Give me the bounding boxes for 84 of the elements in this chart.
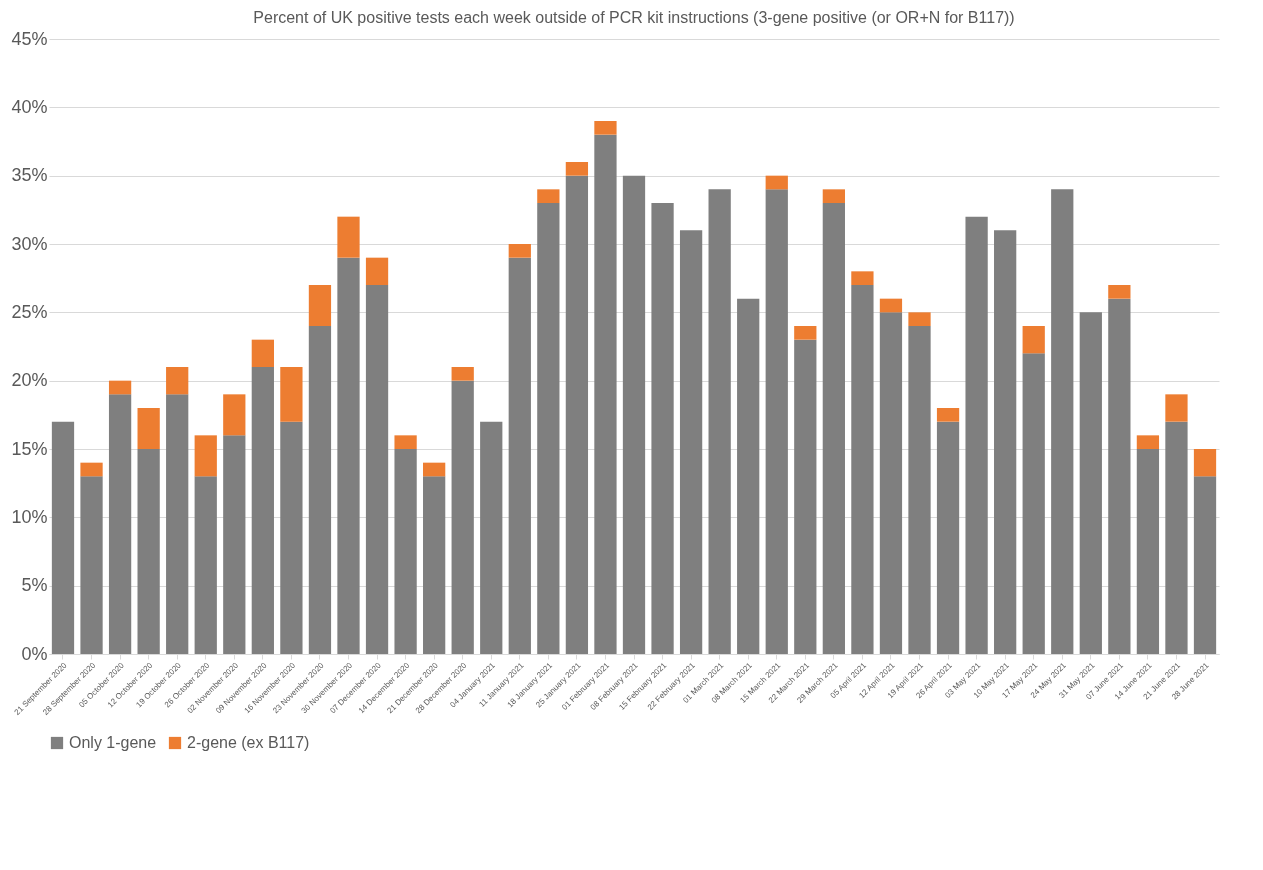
bar: [365, 285, 389, 654]
bar: [622, 175, 646, 654]
bar: [1193, 476, 1217, 654]
y-tick-label: 45%: [11, 28, 48, 49]
bar: [565, 175, 589, 654]
bar: [166, 394, 189, 654]
bar: [594, 134, 617, 654]
bar: [166, 367, 189, 395]
bar: [1022, 353, 1045, 654]
bar: [1051, 189, 1074, 654]
y-tick-label: 25%: [11, 301, 48, 322]
bar: [936, 408, 960, 422]
bar: [451, 367, 474, 381]
bar: [936, 421, 960, 654]
bar: [251, 339, 274, 367]
y-tick-label: 0%: [21, 643, 48, 664]
bar: [879, 312, 903, 654]
y-tick-label: 20%: [11, 370, 48, 391]
bar: [108, 380, 132, 395]
bar: [194, 476, 217, 654]
bar: [794, 339, 817, 654]
bar: [908, 312, 931, 326]
bar: [508, 244, 531, 258]
bar: [1079, 312, 1102, 654]
bar: [565, 162, 589, 176]
bar: [1165, 394, 1188, 422]
bar: [108, 394, 132, 654]
bar: [223, 394, 246, 436]
legend-label: Only 1-gene: [69, 734, 157, 751]
bar: [794, 326, 817, 340]
bar: [737, 298, 760, 654]
bar: [708, 189, 731, 654]
bar: [994, 230, 1017, 654]
bar: [822, 189, 845, 203]
bar: [1193, 449, 1217, 477]
bar: [1108, 285, 1131, 299]
bar: [365, 257, 389, 285]
bar: [594, 121, 617, 135]
bar: [51, 421, 75, 654]
bar: [80, 462, 103, 477]
chart-title: Percent of UK positive tests each week outside of PCR kit instructions (3-gene positive (or OR+N for B117)): [253, 9, 1015, 26]
bar: [851, 271, 874, 285]
bar: [280, 421, 303, 654]
bar: [1136, 449, 1160, 654]
bar: [194, 435, 217, 477]
bar: [822, 203, 845, 654]
bar: [337, 216, 360, 258]
y-tick-label: 15%: [11, 438, 48, 459]
bar: [765, 175, 788, 190]
bar: [308, 326, 332, 654]
y-tick-label: 35%: [11, 165, 48, 186]
bar: [1165, 421, 1188, 654]
bar: [137, 408, 160, 449]
bar: [480, 421, 503, 654]
bar: [908, 326, 931, 654]
bar: [537, 203, 560, 654]
bar: [765, 189, 788, 654]
bar: [879, 298, 903, 313]
bar: [1022, 326, 1045, 354]
y-tick-label: 40%: [11, 96, 48, 117]
bar: [965, 216, 988, 654]
bar: [423, 476, 446, 654]
bar: [508, 257, 531, 654]
bar: [537, 189, 560, 203]
bar: [251, 367, 274, 654]
bar: [1136, 435, 1160, 449]
bar: [223, 435, 246, 654]
bar: [851, 285, 874, 654]
y-tick-label: 10%: [11, 506, 48, 527]
y-tick-label: 30%: [11, 233, 48, 254]
y-tick-label: 5%: [21, 575, 48, 596]
bar: [137, 449, 160, 654]
legend-label: 2-gene (ex B117): [187, 734, 310, 751]
bar: [451, 380, 474, 654]
bar: [679, 230, 703, 654]
bar: [337, 257, 360, 654]
bar: [651, 203, 674, 654]
bar: [280, 367, 303, 422]
bar: [80, 476, 103, 654]
bar: [423, 462, 446, 477]
bar: [394, 435, 417, 449]
bar: [308, 285, 332, 326]
bar: [394, 449, 417, 654]
bar: [1108, 298, 1131, 654]
